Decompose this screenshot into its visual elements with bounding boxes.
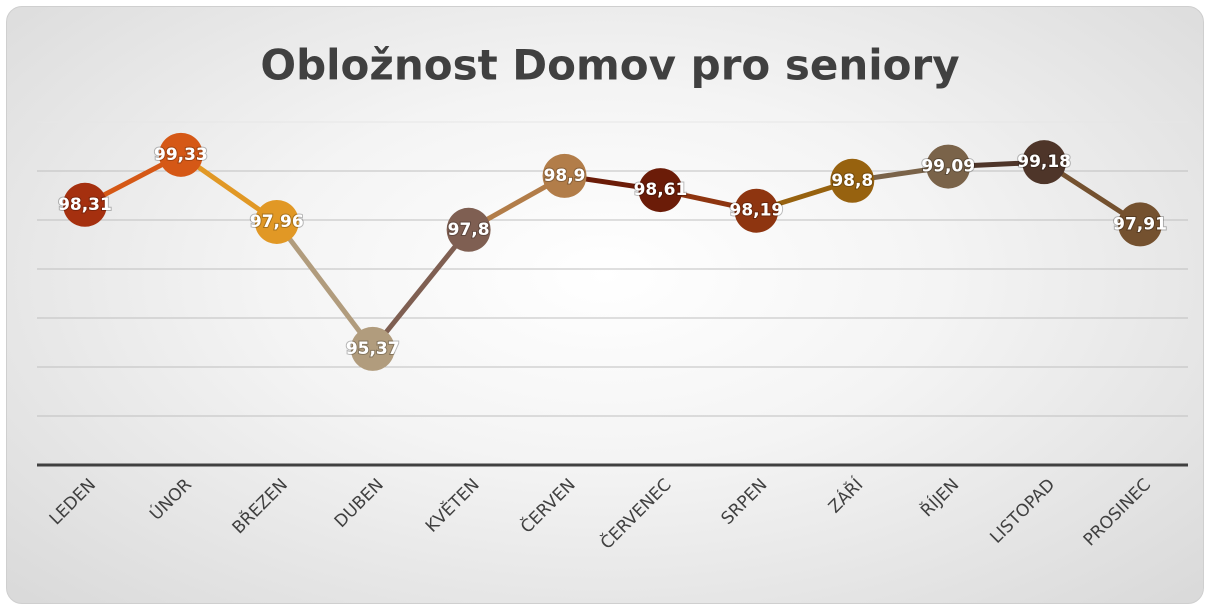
x-tick-label: ČERVENEC [595,474,675,554]
line-segment [370,227,472,352]
x-tick-label: ZÁŘÍ [823,474,867,518]
marker [254,199,299,244]
data-label: 98,9 [544,166,586,186]
marker [542,153,587,198]
marker [62,182,107,227]
line-segment [274,219,376,352]
data-label: 98,61 [634,180,688,200]
chart-card [6,6,1204,604]
data-label: 98,31 [58,195,112,215]
data-label: 99,18 [1017,152,1071,172]
data-label: 97,8 [448,220,490,240]
x-tick-label: BŘEZEN [227,474,292,539]
marker [446,207,491,252]
data-label: 98,19 [729,201,783,221]
data-label: 99,33 [154,145,208,165]
marker [350,326,395,371]
data-label: 97,96 [250,212,304,232]
marker [830,158,875,203]
x-tick-label: LEDEN [46,475,100,529]
marker [1022,140,1067,185]
x-tick-label: ŘÍJEN [916,474,964,522]
x-tick-label: PROSINEC [1080,475,1155,550]
data-label: 99,09 [921,157,975,177]
x-tick-label: ČERVEN [516,474,580,538]
marker [734,188,779,233]
x-tick-label: ÚNOR [145,473,196,524]
marker [926,144,971,189]
data-label: 97,91 [1113,214,1167,234]
x-tick-label: KVĚTEN [420,474,483,537]
data-label: 98,8 [831,171,873,191]
marker [1118,202,1163,247]
x-tick-label: LISTOPAD [986,475,1059,548]
marker [638,168,683,213]
chart-title: Obložnost Domov pro seniory [260,41,959,90]
marker [158,132,203,177]
x-tick-label: DUBEN [331,475,388,532]
x-tick-label: SRPEN [717,475,771,529]
data-label: 95,37 [346,339,400,359]
